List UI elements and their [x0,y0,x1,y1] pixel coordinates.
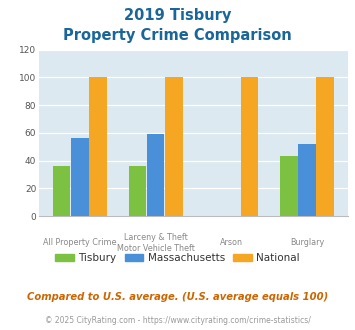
Bar [280,156,297,216]
Bar [89,77,107,216]
Legend: Tisbury, Massachusetts, National: Tisbury, Massachusetts, National [51,249,304,267]
Bar [298,144,316,216]
Text: 2019 Tisbury: 2019 Tisbury [124,8,231,23]
Bar [129,166,146,216]
Text: Compared to U.S. average. (U.S. average equals 100): Compared to U.S. average. (U.S. average … [27,292,328,302]
Bar [147,134,164,216]
Bar [165,77,182,216]
Text: All Property Crime: All Property Crime [43,238,117,248]
Text: Property Crime Comparison: Property Crime Comparison [63,28,292,43]
Text: © 2025 CityRating.com - https://www.cityrating.com/crime-statistics/: © 2025 CityRating.com - https://www.city… [45,316,310,325]
Bar [316,77,334,216]
Bar [71,138,89,216]
Text: Burglary: Burglary [290,238,324,248]
Bar [241,77,258,216]
Text: Motor Vehicle Theft: Motor Vehicle Theft [117,244,195,253]
Text: Larceny & Theft: Larceny & Theft [124,233,187,242]
Bar [53,166,71,216]
Text: Arson: Arson [220,238,243,248]
